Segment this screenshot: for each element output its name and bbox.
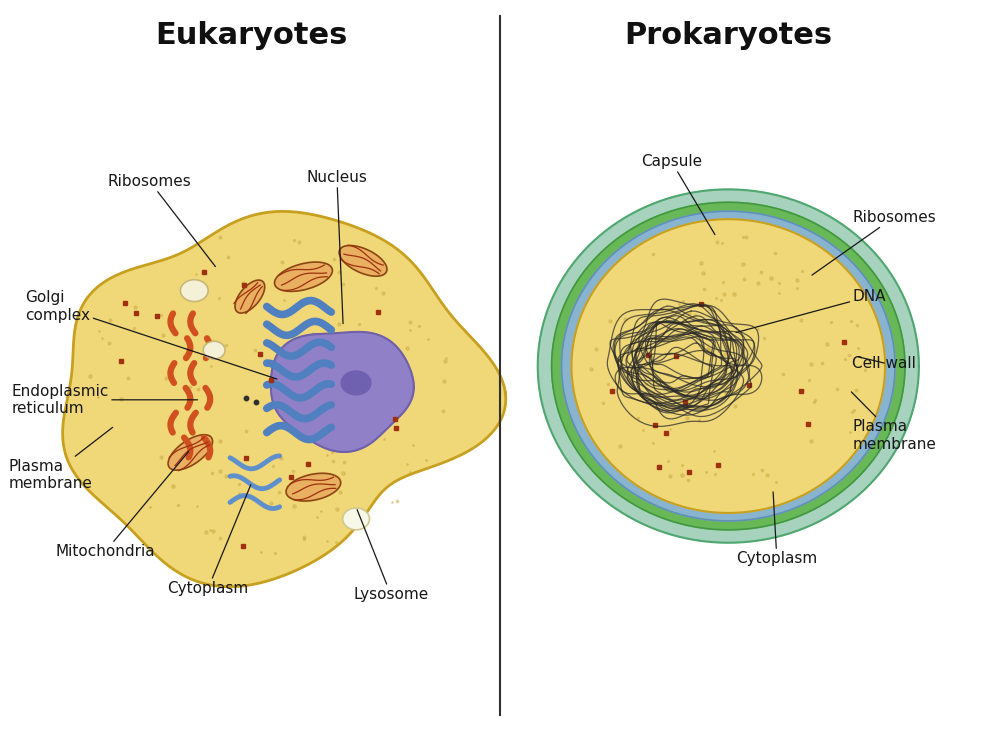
Text: Nucleus: Nucleus bbox=[306, 170, 367, 324]
Text: Cell wall: Cell wall bbox=[852, 355, 916, 370]
Text: Capsule: Capsule bbox=[641, 154, 715, 235]
Polygon shape bbox=[571, 219, 885, 513]
Polygon shape bbox=[562, 211, 895, 521]
Polygon shape bbox=[339, 245, 387, 276]
Text: Plasma
membrane: Plasma membrane bbox=[851, 392, 936, 452]
Text: DNA: DNA bbox=[736, 289, 886, 333]
Polygon shape bbox=[275, 262, 332, 292]
Text: Mitochondria: Mitochondria bbox=[55, 452, 189, 560]
Ellipse shape bbox=[180, 280, 208, 301]
Polygon shape bbox=[271, 332, 414, 452]
Ellipse shape bbox=[341, 371, 371, 395]
Polygon shape bbox=[552, 202, 905, 530]
Text: Golgi
complex: Golgi complex bbox=[26, 290, 277, 379]
Text: Cytoplasm: Cytoplasm bbox=[167, 485, 251, 596]
Polygon shape bbox=[538, 189, 919, 543]
Polygon shape bbox=[286, 473, 341, 501]
Text: Lysosome: Lysosome bbox=[353, 509, 428, 602]
Text: Ribosomes: Ribosomes bbox=[108, 174, 215, 266]
Text: Cytoplasm: Cytoplasm bbox=[736, 492, 817, 566]
Polygon shape bbox=[168, 435, 213, 470]
Ellipse shape bbox=[343, 508, 369, 530]
Text: Eukaryotes: Eukaryotes bbox=[156, 21, 348, 50]
Polygon shape bbox=[235, 280, 265, 313]
Text: Ribosomes: Ribosomes bbox=[812, 209, 936, 275]
Ellipse shape bbox=[203, 341, 225, 359]
Text: Plasma
membrane: Plasma membrane bbox=[9, 427, 113, 491]
Text: Endoplasmic
reticulum: Endoplasmic reticulum bbox=[12, 384, 197, 416]
Polygon shape bbox=[63, 212, 506, 586]
Text: Prokaryotes: Prokaryotes bbox=[624, 21, 832, 50]
